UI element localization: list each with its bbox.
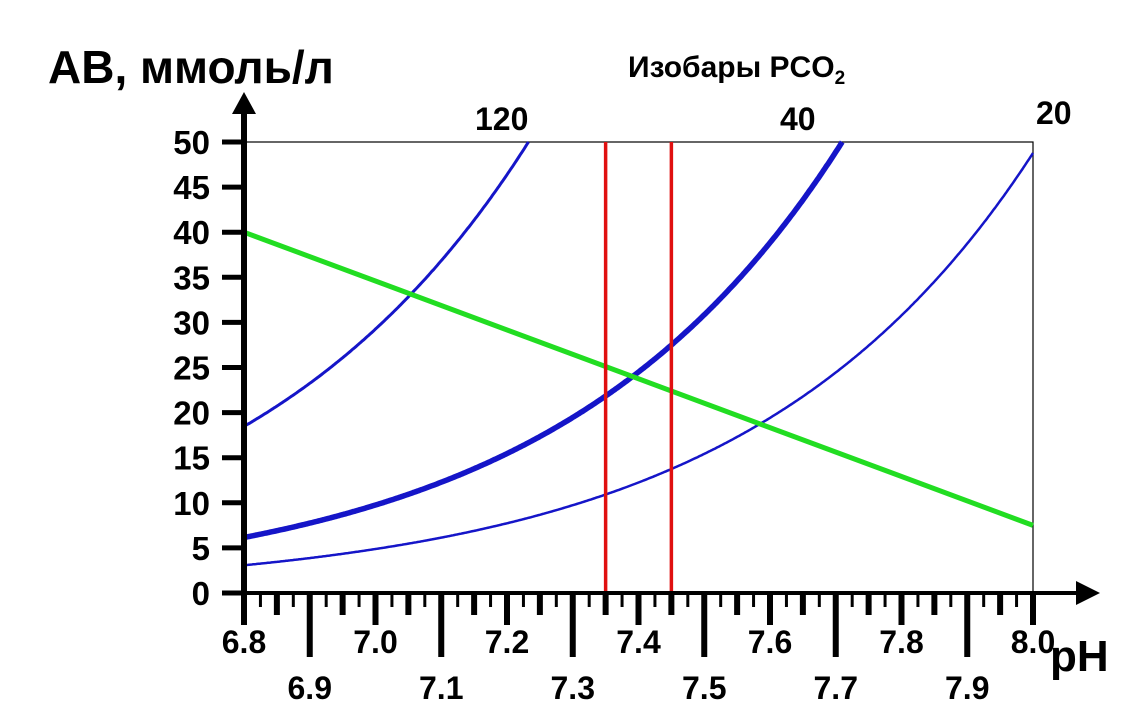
x-tick-label-7.0: 7.0	[353, 624, 397, 660]
curves-layer	[243, 140, 1035, 593]
x-tick-label-6.9: 6.9	[288, 670, 332, 706]
y-tick-label-20: 20	[173, 395, 210, 432]
x-tick-label-7.3: 7.3	[551, 670, 595, 706]
x-axis-label: pH	[1050, 632, 1109, 681]
y-tick-label-10: 10	[173, 485, 210, 522]
isobar-20-line	[243, 152, 1035, 567]
x-tick-label-7.4: 7.4	[616, 624, 661, 660]
x-tick-label-7.8: 7.8	[879, 624, 923, 660]
isobar-120-label: 120	[475, 101, 528, 137]
y-tick-label-5: 5	[192, 530, 210, 567]
labels-layer: АВ, ммоль/л Изобары PCO2 pH 120 40 20 0 5 10 1…	[48, 41, 1109, 706]
x-tick-label-6.8: 6.8	[222, 624, 266, 660]
x-tick-label-7.5: 7.5	[682, 670, 726, 706]
x-tick-label-7.9: 7.9	[945, 670, 989, 706]
y-tick-label-15: 15	[173, 440, 210, 477]
x-tick-label-7.6: 7.6	[748, 624, 792, 660]
x-tick-label-7.7: 7.7	[814, 670, 858, 706]
y-tick-label-40: 40	[173, 214, 210, 251]
y-axis-label: АВ, ммоль/л	[48, 41, 334, 93]
isobar-120-line	[243, 141, 530, 428]
isobar-title: Изобары PCO2	[628, 51, 845, 89]
y-tick-label-35: 35	[173, 259, 210, 296]
ticks-layer	[222, 139, 1036, 657]
y-tick-label-45: 45	[173, 169, 210, 206]
x-tick-label-7.2: 7.2	[485, 624, 529, 660]
y-tick-label-0: 0	[192, 575, 210, 612]
y-tick-label-50: 50	[173, 124, 210, 161]
x-tick-label-7.1: 7.1	[419, 670, 463, 706]
y-tick-label-25: 25	[173, 350, 210, 387]
y-axis-arrow	[232, 92, 256, 114]
isobar-40-label: 40	[780, 101, 816, 137]
y-tick-label-30: 30	[173, 304, 210, 341]
x-axis-arrow	[1076, 581, 1100, 605]
buffer-line	[243, 229, 1034, 528]
isobar-40-line	[243, 140, 845, 541]
isobar-20-label: 20	[1036, 95, 1072, 131]
x-tick-label-8.0: 8.0	[1011, 624, 1055, 660]
